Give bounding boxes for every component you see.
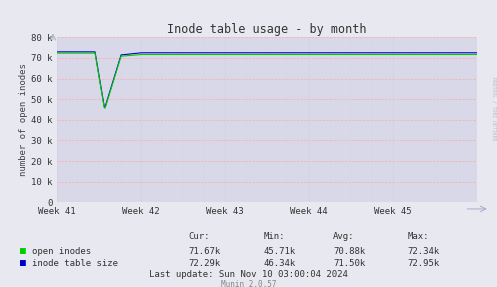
Y-axis label: number of open inodes: number of open inodes [19,63,28,176]
Text: Munin 2.0.57: Munin 2.0.57 [221,280,276,287]
Text: Max:: Max: [408,232,429,241]
Text: 72.29k: 72.29k [189,259,221,268]
Text: Avg:: Avg: [333,232,354,241]
Text: 70.88k: 70.88k [333,247,365,256]
Text: 46.34k: 46.34k [263,259,296,268]
Text: Min:: Min: [263,232,285,241]
Text: ■: ■ [20,259,26,268]
Title: Inode table usage - by month: Inode table usage - by month [167,23,367,36]
Text: 72.34k: 72.34k [408,247,440,256]
Text: ■: ■ [20,246,26,256]
Text: 71.67k: 71.67k [189,247,221,256]
Text: Cur:: Cur: [189,232,210,241]
Text: RRDTOOL / TOBI OETIKER: RRDTOOL / TOBI OETIKER [491,77,496,141]
Text: Last update: Sun Nov 10 03:00:04 2024: Last update: Sun Nov 10 03:00:04 2024 [149,270,348,280]
Text: 45.71k: 45.71k [263,247,296,256]
Text: 72.95k: 72.95k [408,259,440,268]
Text: inode table size: inode table size [32,259,118,268]
Text: open inodes: open inodes [32,247,91,256]
Text: 71.50k: 71.50k [333,259,365,268]
